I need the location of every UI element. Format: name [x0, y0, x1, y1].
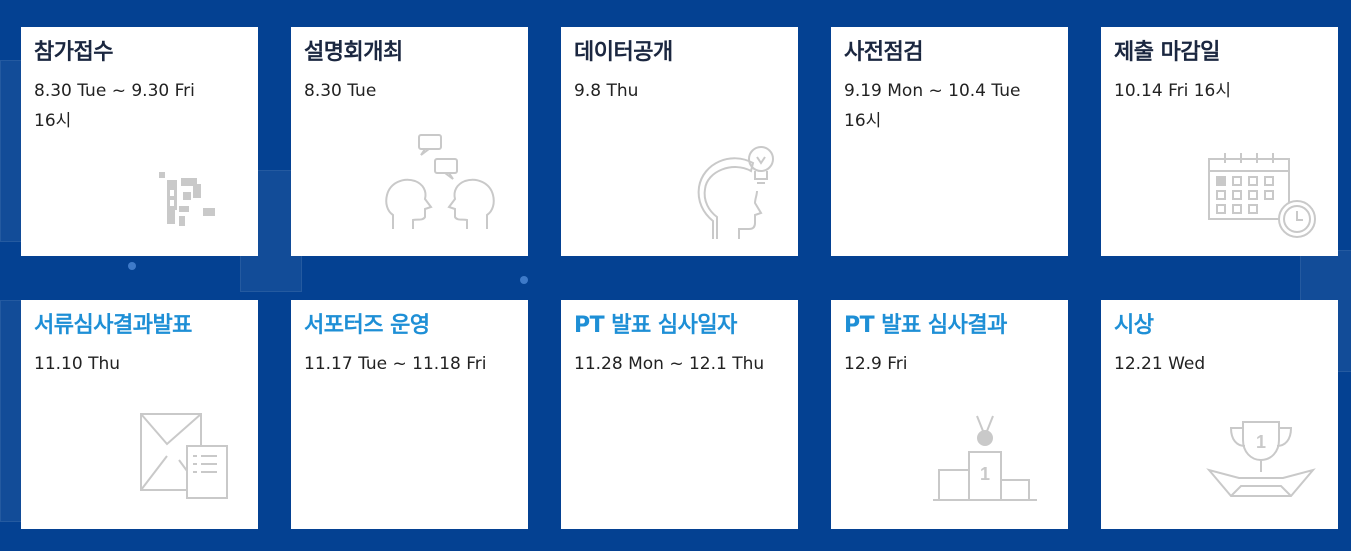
card-date: 10.14 Fri 16시: [1114, 81, 1232, 101]
trophy-icon: 1: [1205, 420, 1317, 504]
calendar-clock-icon: [1205, 151, 1319, 241]
card-title: 참가접수: [34, 40, 113, 65]
card-title: 서류심사결과발표: [34, 313, 192, 338]
card-title: 시상: [1114, 313, 1154, 338]
card-title: 사전점검: [844, 40, 923, 65]
svg-text:1: 1: [980, 464, 990, 484]
schedule-card-submission-deadline: 제출 마감일 10.14 Fri 16시: [1101, 27, 1338, 256]
svg-text:1: 1: [1256, 432, 1266, 452]
schedule-card-precheck: 사전점검 9.19 Mon ~ 10.4 Tue 16시: [831, 27, 1068, 256]
schedule-card-registration: 참가접수 8.30 Tue ~ 9.30 Fri 16시: [21, 27, 258, 256]
card-title: 설명회개최: [304, 40, 403, 65]
podium-medal-icon: 1: [931, 412, 1041, 504]
card-date: 9.8 Thu: [574, 81, 639, 101]
card-date: 8.30 Tue ~ 9.30 Fri 16시: [34, 81, 195, 131]
card-date: 9.19 Mon ~ 10.4 Tue 16시: [844, 81, 1021, 131]
card-date: 11.10 Thu: [34, 354, 121, 374]
schedule-card-briefing: 설명회개최 8.30 Tue: [291, 27, 528, 256]
card-title: 데이터공개: [574, 40, 673, 65]
idea-head-icon: [693, 139, 781, 241]
document-envelope-icon: [139, 412, 231, 502]
qr-code-icon: [157, 170, 217, 230]
schedule-card-supporters: 서포터즈 운영 11.17 Tue ~ 11.18 Fri: [291, 300, 528, 529]
card-title: 제출 마감일: [1114, 40, 1220, 65]
card-date: 11.28 Mon ~ 12.1 Thu: [574, 354, 765, 374]
schedule-card-data-release: 데이터공개 9.8 Thu: [561, 27, 798, 256]
card-date: 11.17 Tue ~ 11.18 Fri: [304, 354, 487, 374]
discussion-icon: [383, 131, 498, 233]
card-date: 12.21 Wed: [1114, 354, 1206, 374]
card-date: 8.30 Tue: [304, 81, 377, 101]
schedule-card-pt-review-result: PT 발표 심사결과 12.9 Fri 1: [831, 300, 1068, 529]
schedule-card-awards: 시상 12.21 Wed 1: [1101, 300, 1338, 529]
card-title: PT 발표 심사일자: [574, 313, 737, 338]
card-date: 12.9 Fri: [844, 354, 908, 374]
schedule-card-document-review-result: 서류심사결과발표 11.10 Thu: [21, 300, 258, 529]
card-title: 서포터즈 운영: [304, 313, 430, 338]
card-title: PT 발표 심사결과: [844, 313, 1007, 338]
schedule-card-pt-review-dates: PT 발표 심사일자 11.28 Mon ~ 12.1 Thu: [561, 300, 798, 529]
